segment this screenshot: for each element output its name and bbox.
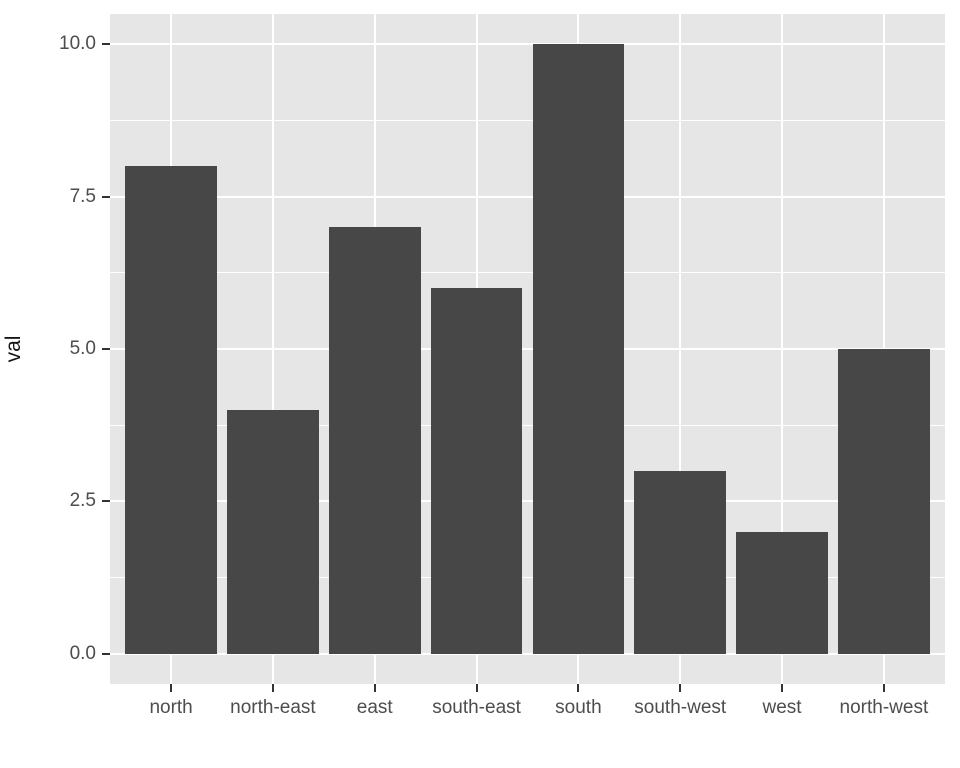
x-tick-label: north-west: [839, 697, 929, 718]
x-tick-mark: [781, 684, 784, 692]
plot-panel: [110, 14, 945, 684]
bar: [838, 349, 930, 654]
x-tick-mark: [475, 684, 478, 692]
x-tick-mark: [679, 684, 682, 692]
x-tick-label: west: [762, 697, 802, 718]
x-tick-label: east: [356, 697, 393, 718]
x-tick-label: south-east: [432, 697, 521, 718]
x-tick-label: north-east: [230, 697, 316, 718]
major-gridline: [110, 652, 945, 655]
x-tick-label: south-west: [634, 697, 727, 718]
y-tick-mark: [102, 500, 110, 503]
x-tick-mark: [373, 684, 376, 692]
minor-gridline: [110, 120, 945, 122]
bar: [430, 288, 523, 654]
major-gridline: [110, 43, 945, 46]
x-tick-mark: [170, 684, 173, 692]
minor-gridline: [110, 576, 945, 578]
y-tick-mark: [102, 652, 110, 655]
bar: [328, 227, 421, 654]
major-gridline: [110, 500, 945, 503]
y-tick-mark: [102, 43, 110, 46]
y-tick-mark: [102, 348, 110, 350]
x-tick-label: south: [555, 697, 602, 718]
y-tick-label: 7.5: [69, 185, 96, 207]
bar: [227, 409, 319, 654]
x-tick-mark: [577, 684, 580, 692]
bar: [736, 531, 828, 654]
bar: [532, 44, 625, 654]
x-tick-label: north: [149, 697, 193, 718]
y-tick-label: 2.5: [69, 490, 96, 512]
minor-gridline: [110, 272, 945, 274]
x-tick-mark: [882, 684, 885, 692]
y-tick-label: 5.0: [69, 338, 96, 359]
major-gridline: [110, 348, 945, 350]
y-tick-label: 0.0: [69, 642, 96, 664]
minor-gridline: [110, 424, 945, 426]
x-tick-mark: [271, 684, 274, 692]
bar: [634, 470, 727, 654]
y-tick-label: 10.0: [59, 33, 96, 55]
y-tick-mark: [102, 195, 110, 198]
bar: [125, 166, 217, 654]
major-gridline: [110, 195, 945, 198]
